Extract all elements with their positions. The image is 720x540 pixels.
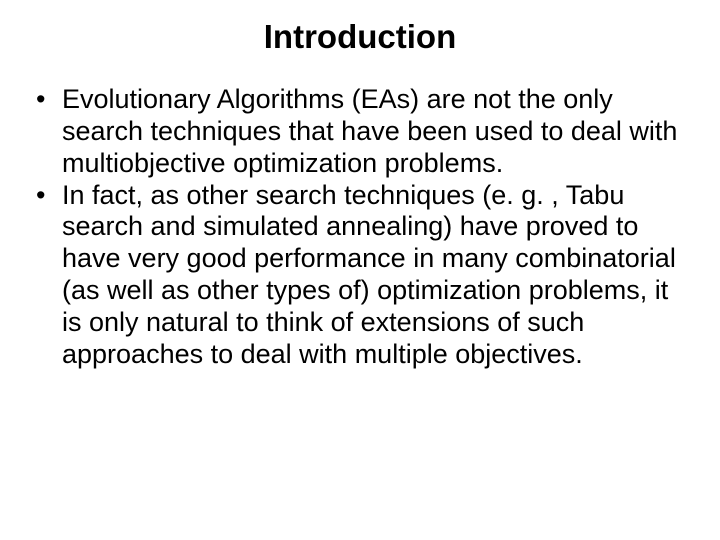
bullet-item: Evolutionary Algorithms (EAs) are not th… <box>32 84 688 180</box>
slide: Introduction Evolutionary Algorithms (EA… <box>0 0 720 540</box>
bullet-text: In fact, as other search techniques (e. … <box>62 180 676 369</box>
bullet-item: In fact, as other search techniques (e. … <box>32 180 688 371</box>
slide-title: Introduction <box>32 18 688 56</box>
bullet-text: Evolutionary Algorithms (EAs) are not th… <box>62 84 677 178</box>
bullet-list: Evolutionary Algorithms (EAs) are not th… <box>32 84 688 371</box>
